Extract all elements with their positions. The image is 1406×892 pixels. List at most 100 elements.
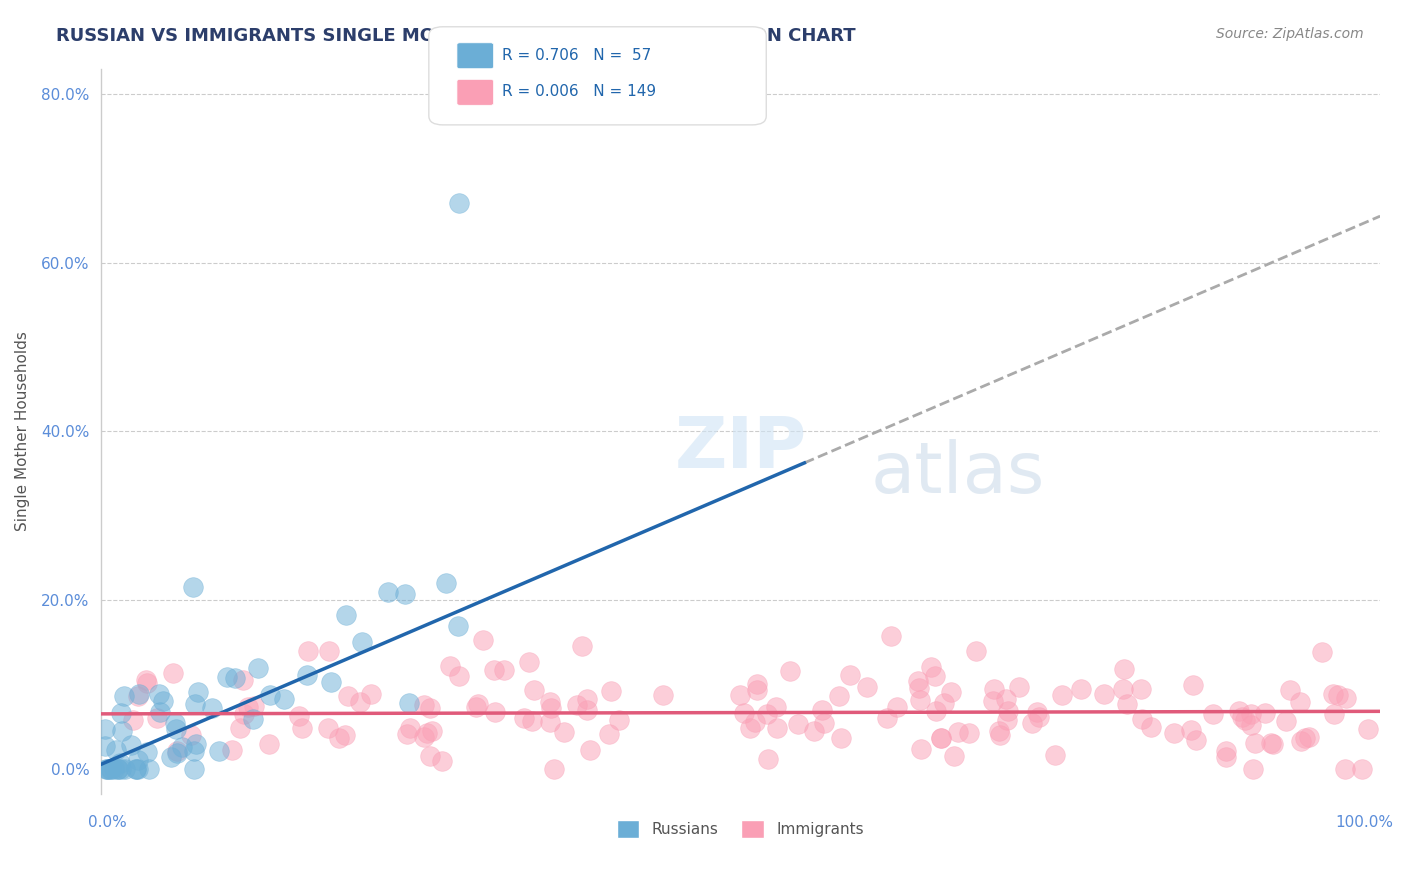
Point <box>107 762 129 776</box>
Point <box>939 685 962 699</box>
Point <box>110 762 132 776</box>
Point <box>1215 744 1237 758</box>
Point <box>149 705 172 719</box>
Text: Source: ZipAtlas.com: Source: ZipAtlas.com <box>1216 27 1364 41</box>
Point <box>856 680 879 694</box>
Point <box>765 700 787 714</box>
Point <box>125 762 148 776</box>
Point <box>394 587 416 601</box>
Point <box>744 715 766 730</box>
Point <box>183 744 205 758</box>
Point <box>598 727 620 741</box>
Point <box>484 705 506 719</box>
Point <box>733 706 755 721</box>
Point <box>1130 681 1153 696</box>
Point <box>333 728 356 742</box>
Point <box>779 665 801 679</box>
Point <box>420 724 443 739</box>
Point <box>93 723 115 737</box>
Point <box>492 663 515 677</box>
Point <box>1279 683 1302 698</box>
Point <box>472 633 495 648</box>
Point <box>1310 645 1333 659</box>
Point <box>1333 762 1355 776</box>
Point <box>924 704 946 718</box>
Point <box>738 721 761 735</box>
Legend: Russians, Immigrants: Russians, Immigrants <box>610 814 870 845</box>
Point <box>449 196 471 211</box>
Text: RUSSIAN VS IMMIGRANTS SINGLE MOTHER HOUSEHOLDS CORRELATION CHART: RUSSIAN VS IMMIGRANTS SINGLE MOTHER HOUS… <box>56 27 856 45</box>
Point <box>1322 687 1344 701</box>
Point <box>1112 682 1135 697</box>
Point <box>201 700 224 714</box>
Point <box>434 575 457 590</box>
Point <box>337 690 360 704</box>
Point <box>983 681 1005 696</box>
Point <box>745 677 768 691</box>
Point <box>908 693 931 707</box>
Point <box>1294 731 1316 745</box>
Text: ZIP: ZIP <box>675 414 807 483</box>
Point <box>1244 736 1267 750</box>
Point <box>1289 734 1312 748</box>
Point <box>121 713 143 727</box>
Point <box>328 731 350 746</box>
Point <box>1130 712 1153 726</box>
Point <box>100 762 122 776</box>
Point <box>135 673 157 687</box>
Point <box>215 670 238 684</box>
Point <box>349 695 371 709</box>
Point <box>811 703 834 717</box>
Point <box>908 681 931 696</box>
Point <box>1008 681 1031 695</box>
Point <box>419 701 441 715</box>
Point <box>879 629 901 643</box>
Point <box>1182 678 1205 692</box>
Point <box>96 762 118 776</box>
Point <box>1092 687 1115 701</box>
Point <box>1240 718 1263 732</box>
Point <box>600 684 623 698</box>
Point <box>813 716 835 731</box>
Point <box>166 747 188 761</box>
Point <box>112 689 135 703</box>
Point <box>1025 705 1047 719</box>
Point <box>350 635 373 649</box>
Point <box>1140 720 1163 734</box>
Point <box>1180 723 1202 738</box>
Point <box>1028 710 1050 724</box>
Point <box>652 689 675 703</box>
Point <box>136 676 159 690</box>
Point <box>170 739 193 754</box>
Point <box>997 705 1019 719</box>
Point <box>1357 722 1379 736</box>
Point <box>910 742 932 756</box>
Y-axis label: Single Mother Households: Single Mother Households <box>15 331 30 532</box>
Point <box>221 743 243 757</box>
Point <box>1351 762 1374 776</box>
Point <box>360 687 382 701</box>
Point <box>523 682 546 697</box>
Point <box>787 716 810 731</box>
Point <box>995 691 1018 706</box>
Point <box>396 727 419 741</box>
Point <box>228 721 250 735</box>
Point <box>316 722 339 736</box>
Point <box>830 731 852 746</box>
Point <box>103 762 125 776</box>
Point <box>942 749 965 764</box>
Point <box>159 749 181 764</box>
Point <box>543 762 565 776</box>
Point <box>1202 707 1225 722</box>
Point <box>184 697 207 711</box>
Text: R = 0.706   N =  57: R = 0.706 N = 57 <box>502 48 651 62</box>
Point <box>540 701 562 715</box>
Point <box>247 661 270 675</box>
Point <box>287 708 309 723</box>
Point <box>571 639 593 653</box>
Point <box>162 666 184 681</box>
Point <box>576 692 599 706</box>
Point <box>127 762 149 776</box>
Point <box>180 728 202 742</box>
Point <box>929 731 952 746</box>
